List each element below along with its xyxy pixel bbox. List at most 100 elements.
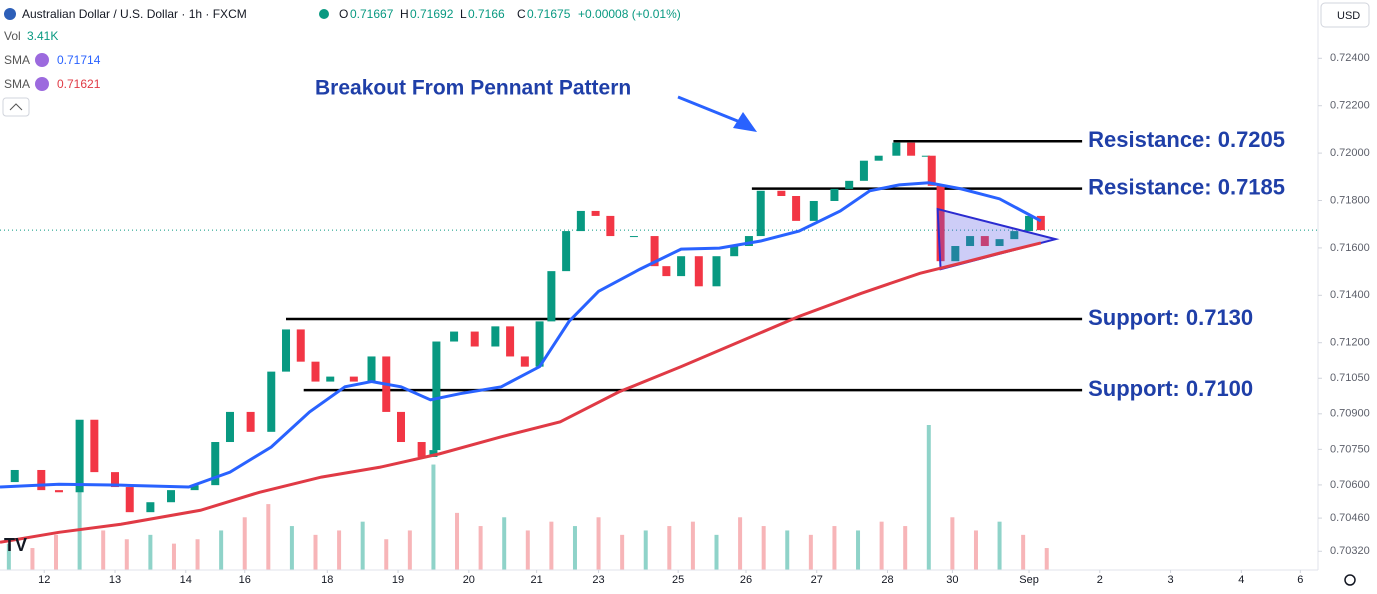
- volume-bar: [643, 530, 648, 570]
- legend-label: SMA: [4, 53, 30, 67]
- annotation: Breakout From Pennant Pattern: [315, 77, 631, 100]
- candle: [470, 331, 479, 347]
- volume-bar: [30, 548, 35, 570]
- candle: [167, 490, 176, 503]
- volume-bar: [572, 526, 577, 570]
- x-tick-label: 25: [672, 574, 684, 586]
- candle: [1025, 215, 1034, 232]
- x-tick-label: 2: [1097, 574, 1103, 586]
- volume-bar: [879, 521, 884, 570]
- ohlc-close: 0.71675: [527, 7, 571, 21]
- collapse-icon: [9, 103, 23, 111]
- y-tick-label: 0.71200: [1330, 337, 1370, 349]
- y-tick-label: 0.70900: [1330, 408, 1370, 420]
- legend-label: SMA: [4, 77, 30, 91]
- candle: [367, 356, 376, 382]
- y-tick-label: 0.72400: [1330, 52, 1370, 64]
- candle: [694, 256, 703, 287]
- volume-bar: [219, 530, 224, 570]
- volume-bar: [148, 534, 153, 570]
- annotation-arrowhead: [733, 112, 757, 132]
- candle: [125, 487, 134, 513]
- x-tick-label: 19: [392, 574, 404, 586]
- volume-bar: [738, 517, 743, 570]
- candle: [246, 411, 255, 432]
- candle: [397, 411, 406, 443]
- volume-bar: [973, 530, 978, 570]
- y-tick-label: 0.71400: [1330, 289, 1370, 301]
- candle: [730, 246, 739, 257]
- candle: [859, 160, 868, 181]
- candle: [792, 196, 801, 221]
- volume-bar: [761, 526, 766, 570]
- y-tick-label: 0.71600: [1330, 242, 1370, 254]
- candle: [907, 142, 916, 156]
- legend-icon[interactable]: [35, 77, 49, 91]
- candle: [37, 469, 46, 491]
- symbol-title: Australian Dollar / U.S. Dollar · 1h · F…: [22, 7, 247, 21]
- volume-bar: [101, 530, 106, 570]
- sma-line: [0, 181, 1042, 489]
- settings-icon[interactable]: [1344, 574, 1356, 586]
- volume-bar: [289, 526, 294, 570]
- currency-button[interactable]: [1320, 2, 1370, 28]
- candle: [809, 200, 818, 221]
- candle: [606, 215, 615, 237]
- candle: [75, 419, 84, 493]
- legend-icon[interactable]: [35, 53, 49, 67]
- volume-bar: [667, 526, 672, 570]
- logo: TV: [4, 535, 27, 555]
- candle: [951, 246, 960, 262]
- ohlc-label: O: [339, 7, 348, 21]
- candle: [777, 190, 786, 197]
- volume-bar: [856, 530, 861, 570]
- candle: [936, 185, 945, 262]
- sma-line: [0, 241, 1042, 544]
- candle: [110, 472, 119, 488]
- x-tick-label: 21: [531, 574, 543, 586]
- ohlc-change: +0.00008 (+0.01%): [578, 7, 681, 21]
- volume-bar: [808, 534, 813, 570]
- candle: [54, 490, 63, 493]
- candle: [535, 321, 544, 367]
- candle: [845, 180, 854, 189]
- volume-bar: [313, 534, 318, 570]
- y-tick-label: 0.71800: [1330, 194, 1370, 206]
- ohlc-open: 0.71667: [350, 7, 394, 21]
- candle: [756, 190, 765, 237]
- y-tick-label: 0.70750: [1330, 443, 1370, 455]
- candle: [146, 502, 155, 513]
- x-tick-label: 27: [811, 574, 823, 586]
- y-tick-label: 0.72000: [1330, 147, 1370, 159]
- legend-value: 0.71621: [57, 77, 101, 91]
- volume-bar: [620, 534, 625, 570]
- x-tick-label: 23: [592, 574, 604, 586]
- vol-readout: 3.41K: [27, 29, 58, 43]
- x-tick-label: 4: [1238, 574, 1244, 586]
- volume-bar: [1021, 534, 1026, 570]
- volume-bar: [690, 521, 695, 570]
- ohlc-label: L: [460, 7, 467, 21]
- candle: [921, 155, 930, 157]
- candle: [576, 210, 585, 232]
- candle: [591, 210, 600, 216]
- ohlc-high: 0.71692: [410, 7, 454, 21]
- volume-bar: [832, 526, 837, 570]
- x-tick-label: 6: [1297, 574, 1303, 586]
- volume-bar: [360, 521, 365, 570]
- volume-bar: [384, 539, 389, 570]
- candle: [650, 236, 659, 267]
- collapse-button[interactable]: [2, 97, 30, 117]
- volume-bar: [903, 526, 908, 570]
- x-tick-label: 3: [1168, 574, 1174, 586]
- volume-bar: [431, 464, 436, 570]
- volume-bar: [266, 504, 271, 570]
- volume-bar: [549, 521, 554, 570]
- level-label: Support: 0.7100: [1088, 376, 1253, 401]
- volume-bar: [785, 530, 790, 570]
- candle: [995, 239, 1004, 247]
- level-label: Resistance: 0.7185: [1088, 174, 1285, 199]
- annotation-arrow: [677, 95, 741, 124]
- x-tick-label: 14: [180, 574, 192, 586]
- plot-area: [0, 140, 1318, 570]
